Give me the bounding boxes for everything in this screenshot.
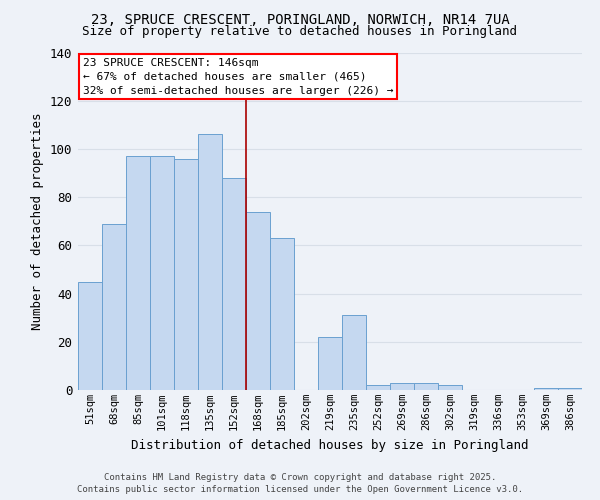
Y-axis label: Number of detached properties: Number of detached properties: [31, 112, 44, 330]
Text: Size of property relative to detached houses in Poringland: Size of property relative to detached ho…: [83, 25, 517, 38]
Bar: [246, 212, 270, 390]
Bar: [174, 158, 198, 390]
Bar: [438, 385, 462, 390]
Bar: [534, 388, 558, 390]
Bar: [78, 282, 102, 390]
Bar: [390, 383, 414, 390]
X-axis label: Distribution of detached houses by size in Poringland: Distribution of detached houses by size …: [131, 438, 529, 452]
Bar: [198, 134, 222, 390]
Bar: [318, 337, 342, 390]
Bar: [150, 156, 174, 390]
Text: 23 SPRUCE CRESCENT: 146sqm
← 67% of detached houses are smaller (465)
32% of sem: 23 SPRUCE CRESCENT: 146sqm ← 67% of deta…: [83, 58, 394, 96]
Bar: [366, 385, 390, 390]
Bar: [558, 388, 582, 390]
Text: Contains HM Land Registry data © Crown copyright and database right 2025.
Contai: Contains HM Land Registry data © Crown c…: [77, 472, 523, 494]
Bar: [126, 156, 150, 390]
Bar: [414, 383, 438, 390]
Bar: [222, 178, 246, 390]
Bar: [102, 224, 126, 390]
Bar: [342, 316, 366, 390]
Text: 23, SPRUCE CRESCENT, PORINGLAND, NORWICH, NR14 7UA: 23, SPRUCE CRESCENT, PORINGLAND, NORWICH…: [91, 12, 509, 26]
Bar: [270, 238, 294, 390]
